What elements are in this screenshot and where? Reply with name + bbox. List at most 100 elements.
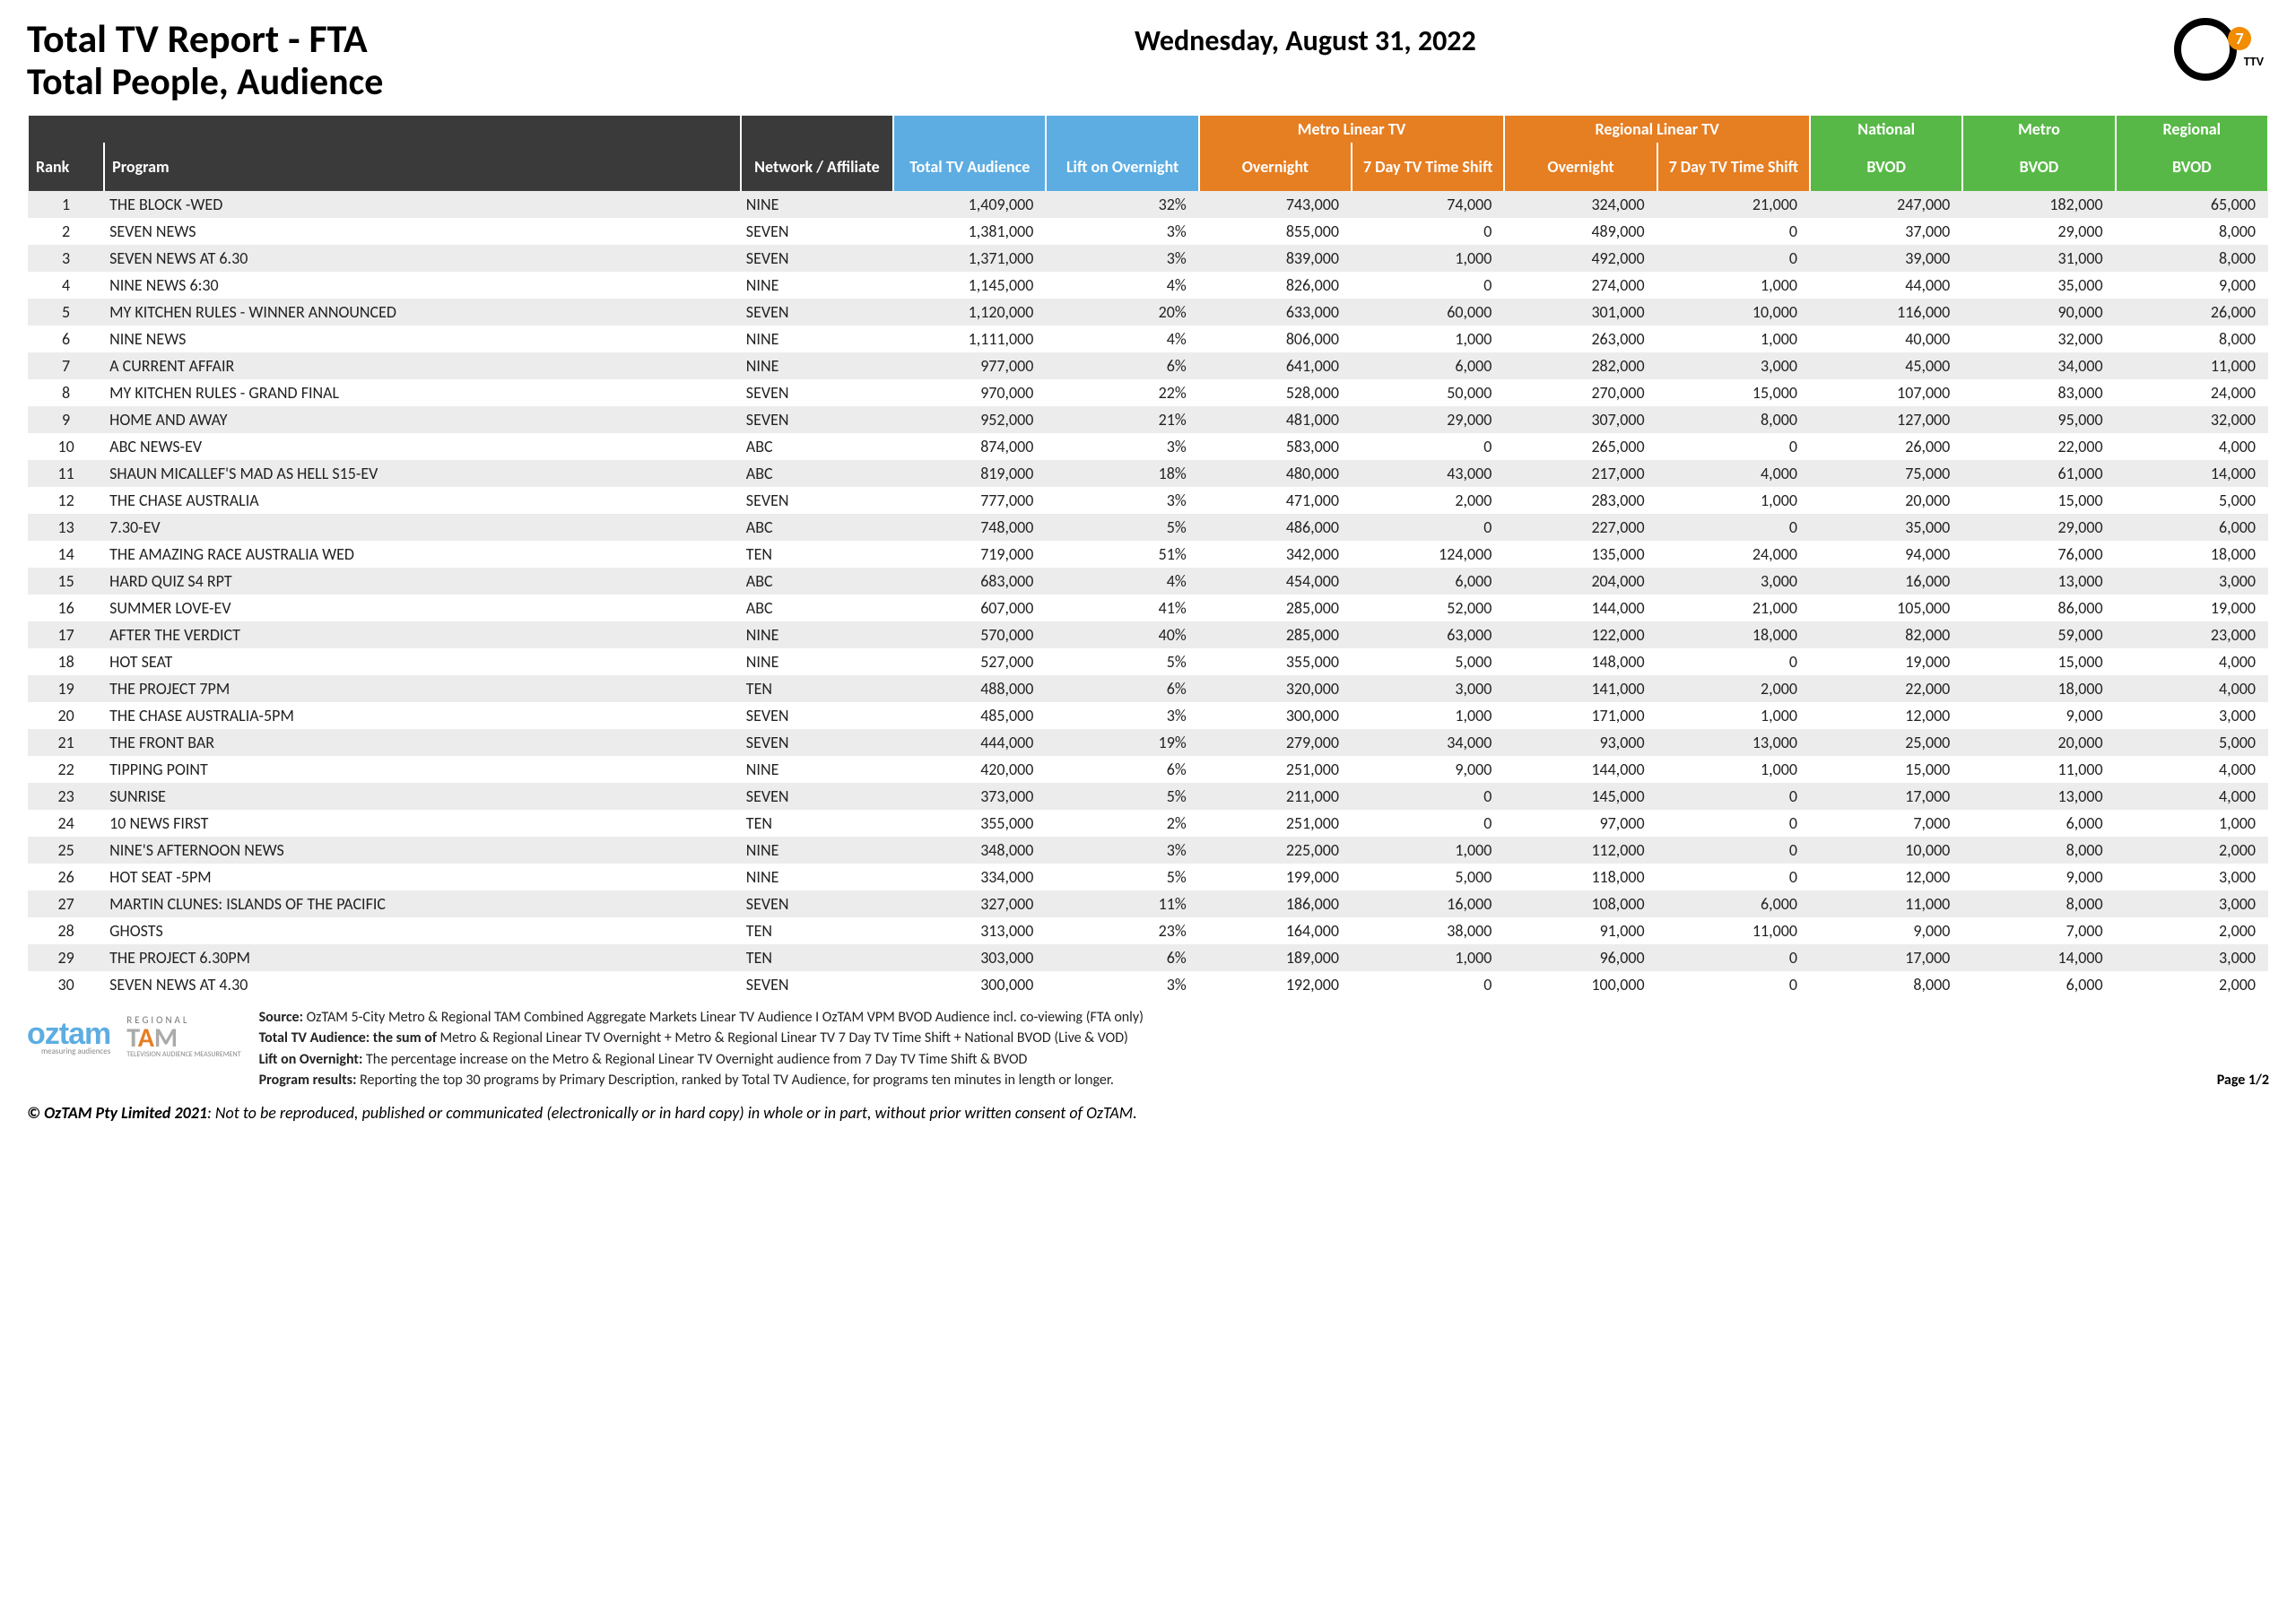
- table-row: 6NINE NEWSNINE1,111,0004%806,0001,000263…: [28, 326, 2268, 352]
- cell-lift: 18%: [1046, 460, 1198, 487]
- cell-nat-bvod: 37,000: [1810, 218, 1962, 245]
- cell-program: SEVEN NEWS AT 4.30: [104, 971, 741, 998]
- cell-nat-bvod: 105,000: [1810, 595, 1962, 621]
- cell-metro-on: 633,000: [1199, 299, 1352, 326]
- cell-network: SEVEN: [741, 487, 893, 514]
- cell-nat-bvod: 35,000: [1810, 514, 1962, 541]
- cell-metro-ts: 0: [1352, 433, 1504, 460]
- cell-network: NINE: [741, 756, 893, 783]
- cell-network: ABC: [741, 514, 893, 541]
- cell-reg-ts: 1,000: [1657, 702, 1810, 729]
- table-row: 28GHOSTSTEN313,00023%164,00038,00091,000…: [28, 917, 2268, 944]
- table-row: 21THE FRONT BARSEVEN444,00019%279,00034,…: [28, 729, 2268, 756]
- cell-lift: 6%: [1046, 675, 1198, 702]
- cell-network: SEVEN: [741, 729, 893, 756]
- cell-program: SHAUN MICALLEF'S MAD AS HELL S15-EV: [104, 460, 741, 487]
- cell-program: NINE NEWS 6:30: [104, 272, 741, 299]
- column-header-row: Rank Program Network / Affiliate Total T…: [28, 143, 2268, 191]
- cell-nat-bvod: 15,000: [1810, 756, 1962, 783]
- cell-nat-bvod: 75,000: [1810, 460, 1962, 487]
- cell-rank: 10: [28, 433, 104, 460]
- cell-reg-bvod: 4,000: [2116, 783, 2268, 810]
- table-row: 22TIPPING POINTNINE420,0006%251,0009,000…: [28, 756, 2268, 783]
- footer-logos: oztam measuring audiences REGIONAL TAM T…: [27, 1007, 241, 1059]
- cell-lift: 3%: [1046, 702, 1198, 729]
- cell-metro-on: 199,000: [1199, 864, 1352, 890]
- cell-metro-ts: 9,000: [1352, 756, 1504, 783]
- cell-reg-on: 91,000: [1504, 917, 1657, 944]
- cell-network: TEN: [741, 675, 893, 702]
- cell-lift: 23%: [1046, 917, 1198, 944]
- prog-text: Reporting the top 30 programs by Primary…: [356, 1072, 1113, 1089]
- cell-reg-on: 324,000: [1504, 191, 1657, 218]
- cell-rank: 17: [28, 621, 104, 648]
- cell-program: GHOSTS: [104, 917, 741, 944]
- cell-reg-on: 227,000: [1504, 514, 1657, 541]
- cell-reg-ts: 24,000: [1657, 541, 1810, 568]
- cell-metro-on: 320,000: [1199, 675, 1352, 702]
- cell-lift: 3%: [1046, 971, 1198, 998]
- cell-metro-ts: 74,000: [1352, 191, 1504, 218]
- cell-metro-on: 279,000: [1199, 729, 1352, 756]
- cell-reg-on: 301,000: [1504, 299, 1657, 326]
- footer-notes: Source: OzTAM 5-City Metro & Regional TA…: [259, 1007, 2199, 1090]
- table-row: 11SHAUN MICALLEF'S MAD AS HELL S15-EVABC…: [28, 460, 2268, 487]
- cell-metro-on: 826,000: [1199, 272, 1352, 299]
- cell-nat-bvod: 9,000: [1810, 917, 1962, 944]
- cell-program: ABC NEWS-EV: [104, 433, 741, 460]
- cell-reg-bvod: 2,000: [2116, 837, 2268, 864]
- copyright-bold: © OzTAM Pty Limited 2021: [27, 1103, 207, 1123]
- table-row: 17AFTER THE VERDICTNINE570,00040%285,000…: [28, 621, 2268, 648]
- cell-metro-on: 471,000: [1199, 487, 1352, 514]
- cell-met-bvod: 14,000: [1962, 944, 2115, 971]
- copyright: © OzTAM Pty Limited 2021: Not to be repr…: [27, 1103, 2269, 1123]
- cell-reg-on: 148,000: [1504, 648, 1657, 675]
- cell-reg-on: 122,000: [1504, 621, 1657, 648]
- cell-nat-bvod: 40,000: [1810, 326, 1962, 352]
- cell-met-bvod: 90,000: [1962, 299, 2115, 326]
- cell-network: SEVEN: [741, 379, 893, 406]
- cell-program: NINE'S AFTERNOON NEWS: [104, 837, 741, 864]
- cell-reg-bvod: 26,000: [2116, 299, 2268, 326]
- table-row: 9HOME AND AWAYSEVEN952,00021%481,00029,0…: [28, 406, 2268, 433]
- cell-rank: 22: [28, 756, 104, 783]
- cell-program: HOME AND AWAY: [104, 406, 741, 433]
- cell-metro-ts: 0: [1352, 218, 1504, 245]
- rankings-table: Metro Linear TV Regional Linear TV Natio…: [27, 116, 2269, 998]
- cell-reg-on: 492,000: [1504, 245, 1657, 272]
- cell-reg-ts: 0: [1657, 810, 1810, 837]
- cell-network: NINE: [741, 352, 893, 379]
- cell-rank: 25: [28, 837, 104, 864]
- cell-nat-bvod: 16,000: [1810, 568, 1962, 595]
- cell-rank: 26: [28, 864, 104, 890]
- cell-program: 7.30-EV: [104, 514, 741, 541]
- cell-network: SEVEN: [741, 299, 893, 326]
- cell-met-bvod: 29,000: [1962, 218, 2115, 245]
- cell-lift: 3%: [1046, 487, 1198, 514]
- table-body: 1THE BLOCK -WEDNINE1,409,00032%743,00074…: [28, 191, 2268, 998]
- cell-network: ABC: [741, 460, 893, 487]
- cell-network: NINE: [741, 191, 893, 218]
- cell-reg-on: 217,000: [1504, 460, 1657, 487]
- cell-reg-on: 145,000: [1504, 783, 1657, 810]
- cell-reg-bvod: 4,000: [2116, 433, 2268, 460]
- cell-reg-ts: 0: [1657, 433, 1810, 460]
- copyright-rest: : Not to be reproduced, published or com…: [207, 1103, 1137, 1123]
- table-row: 5MY KITCHEN RULES - WINNER ANNOUNCEDSEVE…: [28, 299, 2268, 326]
- cell-network: NINE: [741, 837, 893, 864]
- cell-total: 1,145,000: [893, 272, 1046, 299]
- col-metro-on: Overnight: [1199, 143, 1352, 191]
- cell-reg-ts: 0: [1657, 218, 1810, 245]
- cell-reg-bvod: 5,000: [2116, 487, 2268, 514]
- report-title: Total TV Report - FTA: [27, 18, 1063, 59]
- cell-reg-ts: 0: [1657, 944, 1810, 971]
- table-row: 30SEVEN NEWS AT 4.30SEVEN300,0003%192,00…: [28, 971, 2268, 998]
- cell-nat-bvod: 44,000: [1810, 272, 1962, 299]
- cell-nat-bvod: 12,000: [1810, 702, 1962, 729]
- cell-reg-bvod: 23,000: [2116, 621, 2268, 648]
- cell-rank: 13: [28, 514, 104, 541]
- source-text: OzTAM 5-City Metro & Regional TAM Combin…: [303, 1009, 1144, 1026]
- lift-label: Lift on Overnight:: [259, 1051, 363, 1068]
- cell-nat-bvod: 19,000: [1810, 648, 1962, 675]
- cell-program: SEVEN NEWS AT 6.30: [104, 245, 741, 272]
